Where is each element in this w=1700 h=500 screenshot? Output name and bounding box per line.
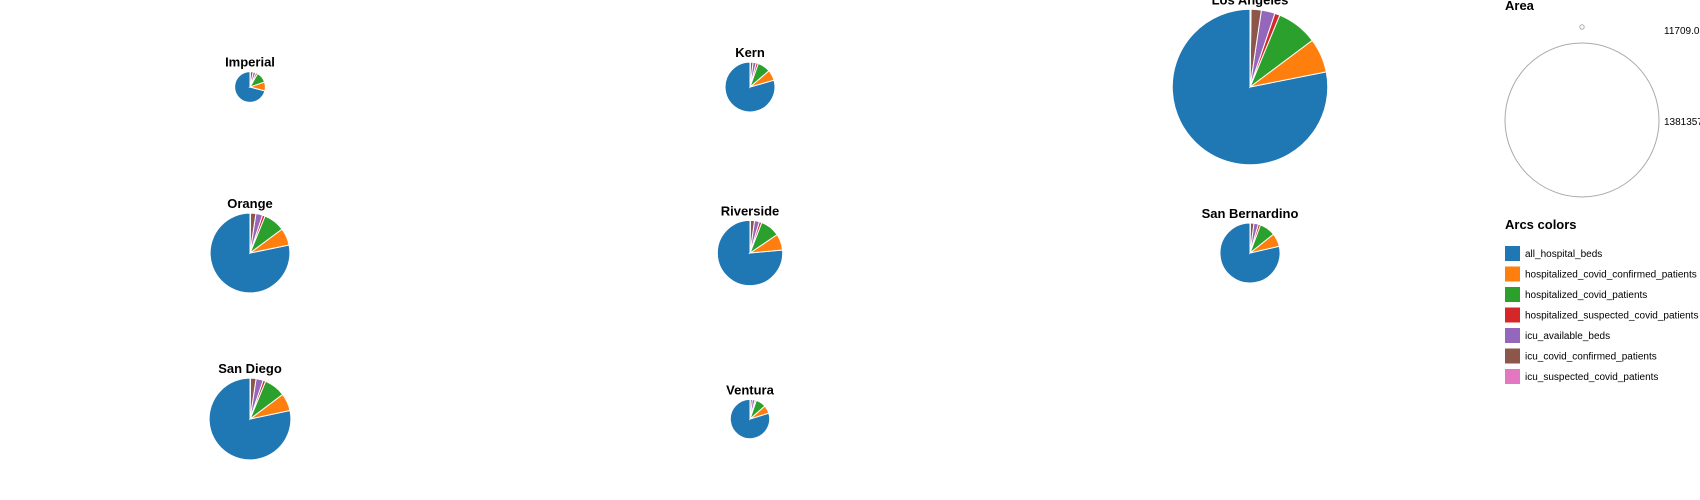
color-legend-label: icu_suspected_covid_patients [1525,372,1658,383]
color-legend-label: hospitalized_suspected_covid_patients [1525,311,1698,322]
pie-title: Los Angeles [1212,0,1289,7]
color-legend-swatch [1505,348,1520,364]
pie-title: Kern [735,45,765,60]
pie-slice-all-hospital-beds [1171,8,1329,166]
pie-san-diego: San Diego [208,361,292,461]
pie-title: San Diego [218,361,282,376]
pie-title: Riverside [721,203,780,218]
color-legend-swatch [1505,328,1520,343]
color-legend-swatch [1505,307,1520,323]
pie-slice-icu-suspected-covid-patients [1249,8,1252,88]
pie-title: Ventura [726,382,774,397]
color-legend-label: hospitalized_covid_confirmed_patients [1525,270,1697,281]
size-legend-max-label: 1381357 [1664,117,1700,128]
color-legend-title: Arcs colors [1505,217,1577,232]
pie-los-angeles: Los Angeles [1171,0,1329,166]
pie-kern: Kern [724,45,776,113]
pie-title: San Bernardino [1202,206,1299,221]
size-legend-small-circle [1579,24,1585,30]
pie-ventura: Ventura [726,382,775,440]
size-legend: Area 11709.0 1381357 [1504,0,1700,198]
pie-orange: Orange [209,196,291,294]
color-legend-swatch [1505,287,1520,302]
color-legend-label: hospitalized_covid_patients [1525,290,1647,301]
color-legend-swatch [1505,369,1520,384]
color-legend-label: icu_available_beds [1525,331,1610,342]
color-legend-swatch [1505,246,1520,261]
pie-riverside: Riverside [716,203,784,287]
size-legend-title: Area [1505,0,1535,13]
color-legend-label: icu_covid_confirmed_patients [1525,352,1657,363]
pies-group: Imperial Kern Los Angeles Orange Riverside Sa… [208,0,1329,461]
size-legend-min-label: 11709.0 [1664,26,1700,37]
pie-slice-icu-suspected-covid-patients [249,212,252,254]
pie-title: Imperial [225,55,275,70]
color-legend-swatch [1505,266,1520,282]
size-legend-large-circle [1504,42,1660,198]
color-legend: Arcs colors all_hospital_beds hospitalize… [1505,217,1698,384]
pie-title: Orange [227,196,273,211]
pie-imperial: Imperial [225,55,275,103]
color-legend-label: all_hospital_beds [1525,249,1602,260]
pie-san-bernardino: San Bernardino [1202,206,1299,284]
pie-slice-icu-suspected-covid-patients [249,377,252,420]
